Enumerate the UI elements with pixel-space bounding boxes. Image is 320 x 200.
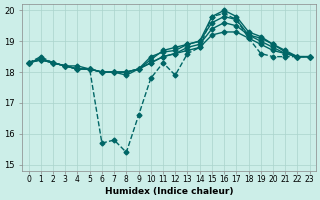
X-axis label: Humidex (Indice chaleur): Humidex (Indice chaleur) xyxy=(105,187,233,196)
